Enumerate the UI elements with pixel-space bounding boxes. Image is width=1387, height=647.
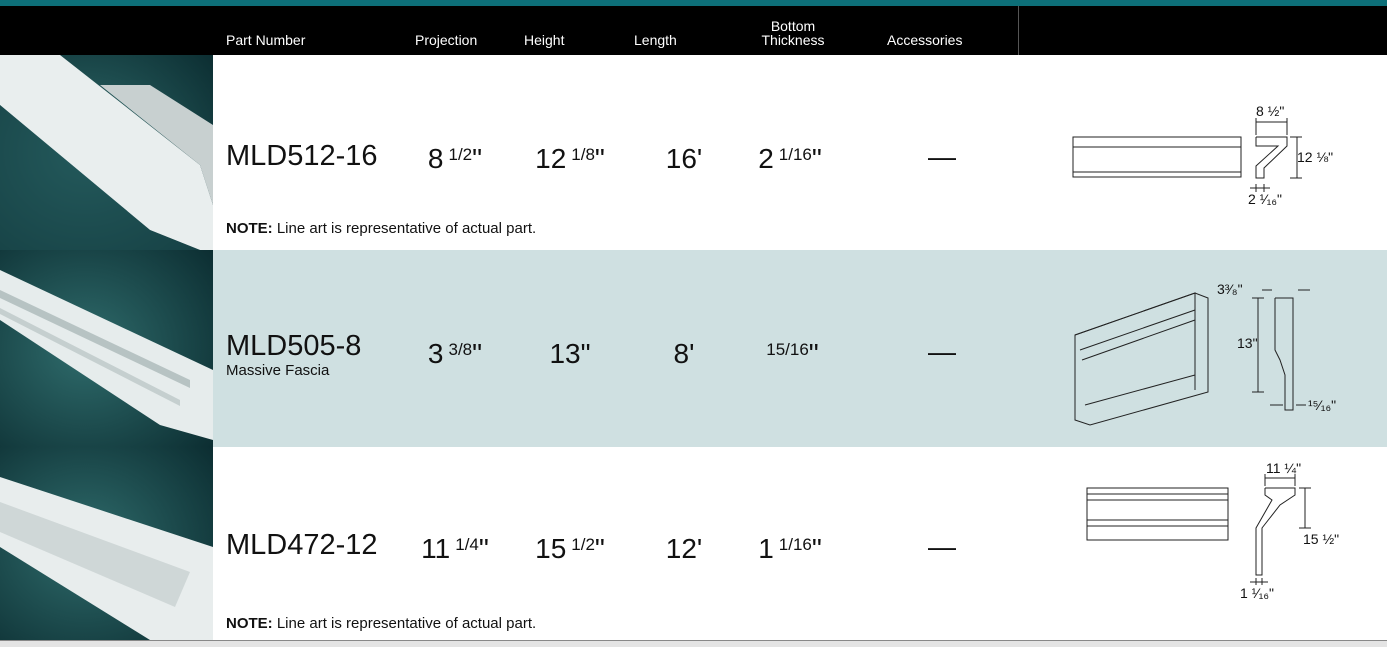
column-header: Bottom Thickness xyxy=(761,18,825,48)
bottom-thickness: 15/16" xyxy=(766,338,819,369)
projection: 8 1/2" xyxy=(427,143,483,174)
dimension-label: ¹⁵⁄₁₆" xyxy=(1308,397,1336,413)
column-header: Part Number xyxy=(226,32,306,48)
line-art: 8 ½" 12 ⅛" 2 ¹⁄₁₆" xyxy=(1072,103,1333,207)
column-header: Projection xyxy=(415,32,478,48)
product-photo xyxy=(0,55,213,250)
height: 13" xyxy=(549,338,591,369)
table-row: MLD472-12 11 1/4" 15 1/2" 12' 1 1/16" — NOT… xyxy=(0,447,1387,640)
divider xyxy=(1018,6,1019,55)
column-header: Length xyxy=(634,32,677,48)
line-art: 11 ¼" 15 ½" 1 ¹⁄₁₆" xyxy=(1086,460,1339,601)
table-row: MLD505-8 Massive Fascia 3 3/8" 13" 8' 15/… xyxy=(0,250,1387,447)
product-photo xyxy=(0,250,213,447)
part-number: MLD505-8 xyxy=(226,330,362,362)
accessories: — xyxy=(928,336,956,367)
height: 12 1/8" xyxy=(535,143,605,174)
part-number: MLD512-16 xyxy=(226,140,378,172)
dimension-label: 1 ¹⁄₁₆" xyxy=(1240,585,1274,601)
header: Part Number Projection Height Length Bot… xyxy=(0,6,1387,55)
dimension-label: 15 ½" xyxy=(1303,531,1339,547)
dimension-label: 3³⁄₈" xyxy=(1217,281,1243,297)
dimension-label: 11 ¼" xyxy=(1266,460,1301,476)
length: 8' xyxy=(673,338,695,369)
product-photo xyxy=(0,447,213,640)
dimension-label: 2 ¹⁄₁₆" xyxy=(1248,191,1282,207)
dimension-label: 12 ⅛" xyxy=(1297,149,1333,165)
bottom-thickness: 2 1/16" xyxy=(758,143,822,174)
length: 12' xyxy=(665,533,703,564)
projection: 11 1/4" xyxy=(421,533,489,564)
bottom-border xyxy=(0,640,1387,647)
table-row: MLD512-16 8 1/2" 12 1/8" 16' 2 1/16" — NOTE… xyxy=(0,55,1387,250)
note: NOTE: Line art is representative of actu… xyxy=(226,615,537,632)
column-header: Accessories xyxy=(887,32,963,48)
accessories: — xyxy=(928,141,956,172)
length: 16' xyxy=(665,143,703,174)
column-header: Height xyxy=(524,32,565,48)
height: 15 1/2" xyxy=(535,533,605,564)
accessories: — xyxy=(928,531,956,562)
top-bar xyxy=(0,0,1387,6)
bottom-thickness: 1 1/16" xyxy=(758,533,822,564)
projection: 3 3/8" xyxy=(427,338,483,369)
part-subtitle: Massive Fascia xyxy=(226,362,330,379)
line-art: 3³⁄₈" 13" ¹⁵⁄₁₆" xyxy=(1074,281,1336,426)
dimension-label: 8 ½" xyxy=(1256,103,1284,119)
note: NOTE: Line art is representative of actu… xyxy=(226,220,537,237)
dimension-label: 13" xyxy=(1237,335,1258,351)
part-number: MLD472-12 xyxy=(226,529,378,561)
